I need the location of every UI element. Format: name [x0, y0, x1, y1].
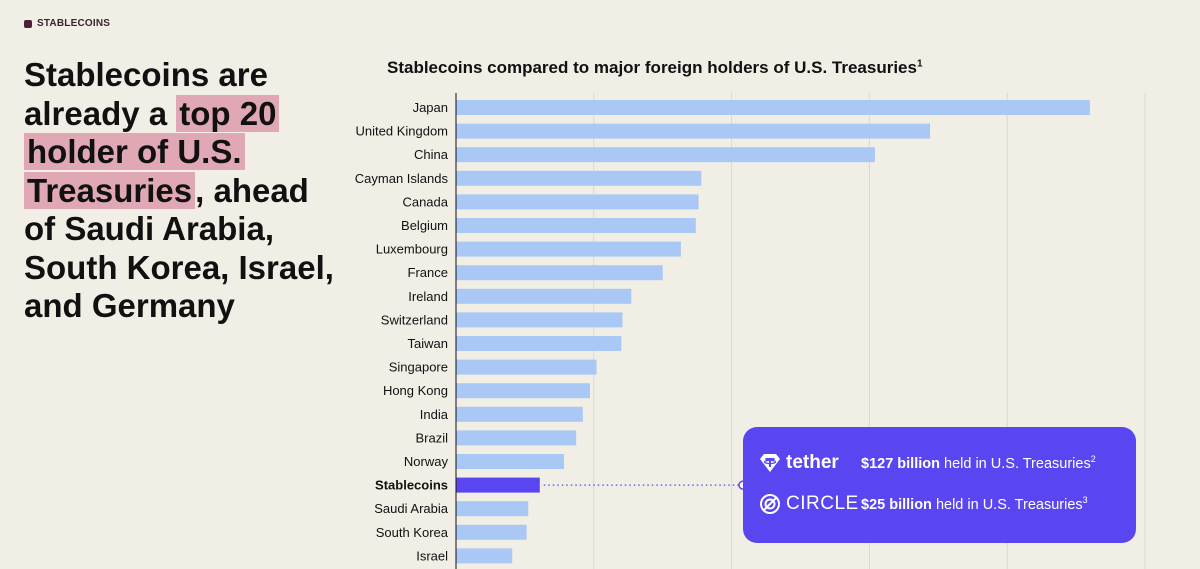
bar-norway: [456, 454, 565, 469]
bar-japan: [456, 100, 1090, 115]
bar-cayman-islands: [456, 170, 702, 186]
section-tag-label: STABLECOINS: [37, 18, 111, 29]
headline: Stablecoins are already a top 20 holder …: [24, 56, 344, 326]
tether-value: $127 billion: [861, 455, 940, 472]
bar-singapore: [456, 359, 597, 375]
bar-stablecoins: [456, 477, 540, 493]
circle-row: CIRCLE $25 billion held in U.S. Treasuri…: [759, 489, 1126, 519]
category-label: India: [420, 407, 449, 422]
tag-square-icon: [24, 19, 32, 28]
circle-stat: $25 billion held in U.S. Treasuries3: [861, 495, 1088, 513]
category-label: Cayman Islands: [355, 171, 449, 186]
bar-india: [456, 406, 583, 422]
bar-switzerland: [456, 312, 623, 328]
holdings-callout: tether $127 billion held in U.S. Treasur…: [743, 427, 1136, 543]
category-label: Luxembourg: [376, 242, 448, 257]
section-tag: STABLECOINS: [24, 18, 110, 29]
tether-stat-text: held in U.S. Treasuries: [939, 455, 1091, 472]
circle-logo-icon: [760, 494, 780, 514]
tether-footnote: 2: [1090, 454, 1096, 465]
bar-taiwan: [456, 336, 622, 351]
bar-south-korea: [456, 524, 527, 540]
category-label: Taiwan: [408, 336, 448, 351]
bar-canada: [456, 194, 699, 210]
category-label: South Korea: [376, 525, 449, 540]
bar-france: [456, 265, 663, 281]
circle-value: $25 billion: [861, 496, 932, 513]
category-label: Hong Kong: [383, 383, 448, 398]
bar-united-kingdom: [456, 123, 931, 139]
bar-hong-kong: [456, 383, 590, 399]
headline-pre: Stablecoins are already a: [24, 56, 268, 132]
tether-brand: tether: [759, 452, 861, 474]
bar-brazil: [456, 430, 577, 446]
chart-title-text: Stablecoins compared to major foreign ho…: [387, 58, 917, 77]
bar-belgium: [456, 218, 696, 233]
category-label: China: [414, 147, 449, 162]
category-label: Norway: [404, 454, 449, 469]
bar-luxembourg: [456, 241, 681, 257]
category-label: Singapore: [389, 360, 448, 375]
chart-title-footnote: 1: [916, 58, 923, 70]
chart-title: Stablecoins compared to major foreign ho…: [387, 58, 923, 78]
circle-stat-text: held in U.S. Treasuries: [931, 496, 1083, 513]
category-label: Brazil: [415, 430, 448, 445]
category-label: Ireland: [408, 289, 448, 304]
category-label: Israel: [416, 548, 448, 563]
tether-row: tether $127 billion held in U.S. Treasur…: [759, 448, 1126, 478]
category-label: Stablecoins: [375, 478, 448, 493]
bar-ireland: [456, 288, 632, 304]
category-label: Saudi Arabia: [374, 501, 448, 516]
bar-saudi-arabia: [456, 501, 529, 517]
circle-brand: CIRCLE: [759, 493, 861, 515]
category-label: Canada: [402, 194, 448, 209]
tether-stat: $127 billion held in U.S. Treasuries2: [861, 454, 1096, 472]
category-label: Belgium: [401, 218, 448, 233]
bar-china: [456, 147, 875, 163]
headline-highlight: top 20 holder of U.S. Treasuries: [24, 94, 280, 209]
tether-brand-label: tether: [786, 452, 839, 473]
circle-brand-label: CIRCLE: [786, 493, 859, 514]
category-label: Switzerland: [381, 312, 448, 327]
category-label: Japan: [413, 100, 448, 115]
category-label: United Kingdom: [356, 124, 449, 139]
headline-post: , ahead of Saudi Arabia, South Korea, Is…: [24, 171, 334, 325]
bar-israel: [456, 548, 513, 564]
tether-logo-icon: [760, 454, 780, 472]
category-label: France: [408, 265, 448, 280]
circle-footnote: 3: [1082, 495, 1088, 506]
